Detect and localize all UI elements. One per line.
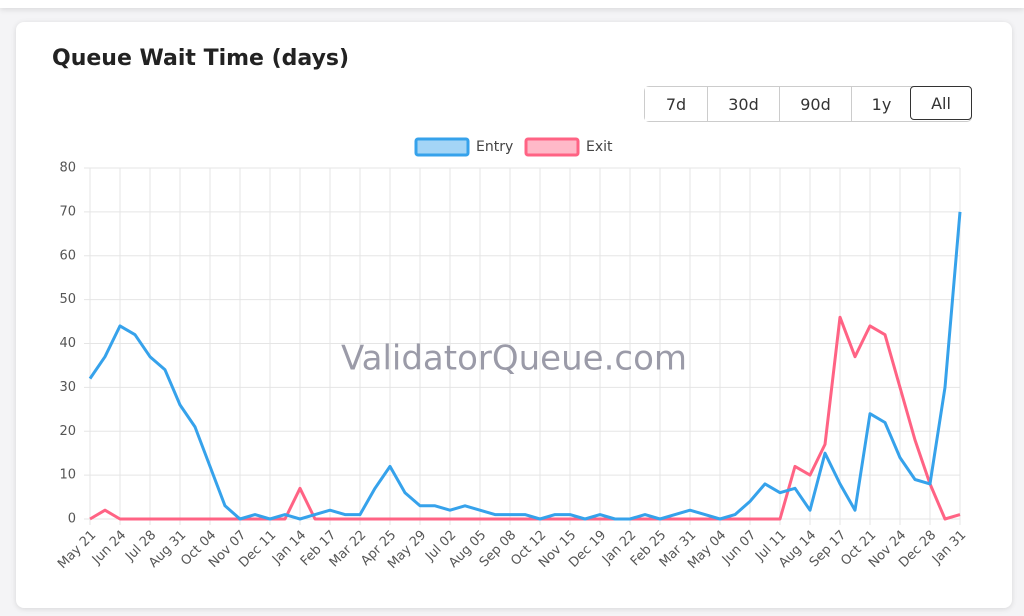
card: Queue Wait Time (days) 7d 30d 90d 1y All [16, 22, 1012, 608]
y-tick-label: 50 [59, 292, 76, 307]
series-line [88, 211, 962, 521]
range-button[interactable]: 30d [707, 87, 779, 121]
card-title: Queue Wait Time (days) [52, 46, 350, 71]
y-tick-label: 0 [68, 512, 76, 527]
range-selector: 7d 30d 90d 1y All [644, 86, 972, 122]
y-tick-label: 70 [59, 204, 76, 219]
y-tick-label: 80 [59, 161, 76, 176]
x-tick-label: Jun 07 [719, 528, 759, 568]
y-tick-label: 10 [59, 468, 76, 483]
y-tick-label: 20 [59, 424, 76, 439]
legend-swatch [414, 137, 470, 157]
range-button[interactable]: 90d [779, 87, 851, 121]
y-tick-label: 60 [59, 248, 76, 263]
series-line [89, 315, 961, 521]
legend-label: Entry [476, 139, 513, 155]
x-tick-label: Jun 24 [89, 528, 129, 568]
range-button[interactable]: 7d [645, 87, 707, 121]
y-tick-label: 40 [59, 336, 76, 351]
x-tick-label: May 21 [55, 528, 99, 572]
watermark: ValidatorQueue.com [341, 339, 687, 379]
range-button[interactable]: All [910, 86, 972, 120]
x-tick-label: Jan 31 [929, 528, 969, 568]
y-tick-label: 30 [59, 380, 76, 395]
legend-label: Exit [586, 139, 613, 155]
top-bar [0, 0, 1024, 8]
legend-swatch [524, 137, 580, 157]
range-button[interactable]: 1y [851, 87, 911, 121]
